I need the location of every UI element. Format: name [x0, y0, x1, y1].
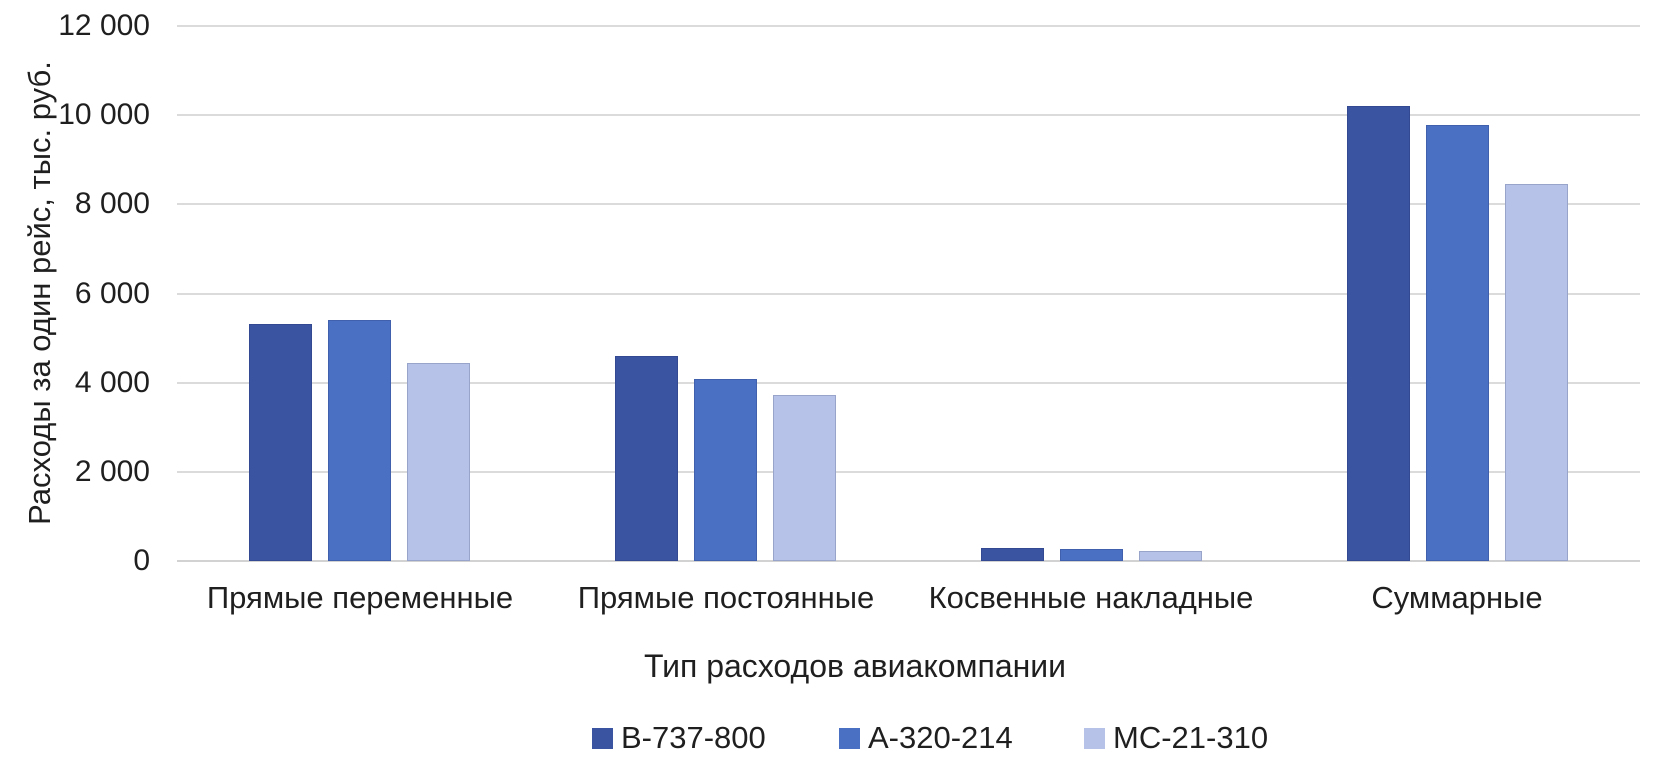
x-category-label: Прямые переменные	[206, 580, 514, 615]
legend-label: A-320-214	[868, 720, 1013, 755]
bar-b-737-800-category-4	[1347, 106, 1410, 561]
legend-swatch-icon	[592, 727, 613, 749]
x-category-label: Косвенные накладные	[928, 580, 1254, 615]
y-tick-label: 4 000	[74, 365, 150, 399]
x-category-label: Прямые постоянные	[577, 580, 875, 615]
legend-item-mc-21-310: MC-21-310	[1084, 722, 1268, 754]
legend-item-a-320-214: A-320-214	[839, 722, 1013, 754]
x-axis-line	[177, 560, 1640, 562]
gridline	[177, 381, 1640, 384]
legend-label: B-737-800	[621, 720, 766, 755]
gridline	[177, 470, 1640, 473]
x-category-label: Суммарные	[1371, 580, 1543, 615]
gridline	[177, 25, 1640, 27]
y-tick-label: 10 000	[58, 98, 150, 132]
bar-mc-21-310-category-2	[773, 395, 836, 561]
bar-b-737-800-category-1	[249, 324, 312, 561]
bar-a-320-214-category-1	[328, 320, 391, 561]
y-tick-label: 6 000	[74, 276, 150, 310]
gridline	[177, 114, 1640, 117]
legend-label: MC-21-310	[1113, 720, 1269, 755]
bar-a-320-214-category-2	[694, 379, 757, 561]
bar-mc-21-310-category-1	[407, 363, 470, 561]
legend-swatch-icon	[839, 727, 860, 749]
gridline	[177, 292, 1640, 295]
bar-a-320-214-category-3	[1060, 549, 1123, 561]
bar-a-320-214-category-4	[1426, 125, 1489, 561]
legend-item-b-737-800: B-737-800	[592, 722, 766, 754]
bar-mc-21-310-category-4	[1505, 184, 1568, 561]
bar-mc-21-310-category-3	[1139, 551, 1202, 561]
y-tick-label: 12 000	[58, 9, 150, 42]
bar-b-737-800-category-3	[981, 548, 1044, 561]
y-tick-label: 8 000	[74, 187, 150, 221]
x-axis-title: Тип расходов авиакомпании	[643, 648, 1067, 684]
y-tick-label: 0	[133, 544, 150, 577]
y-tick-label: 2 000	[74, 454, 150, 488]
bar-b-737-800-category-2	[615, 356, 678, 561]
legend-swatch-icon	[1084, 727, 1105, 749]
gridline	[177, 203, 1640, 206]
